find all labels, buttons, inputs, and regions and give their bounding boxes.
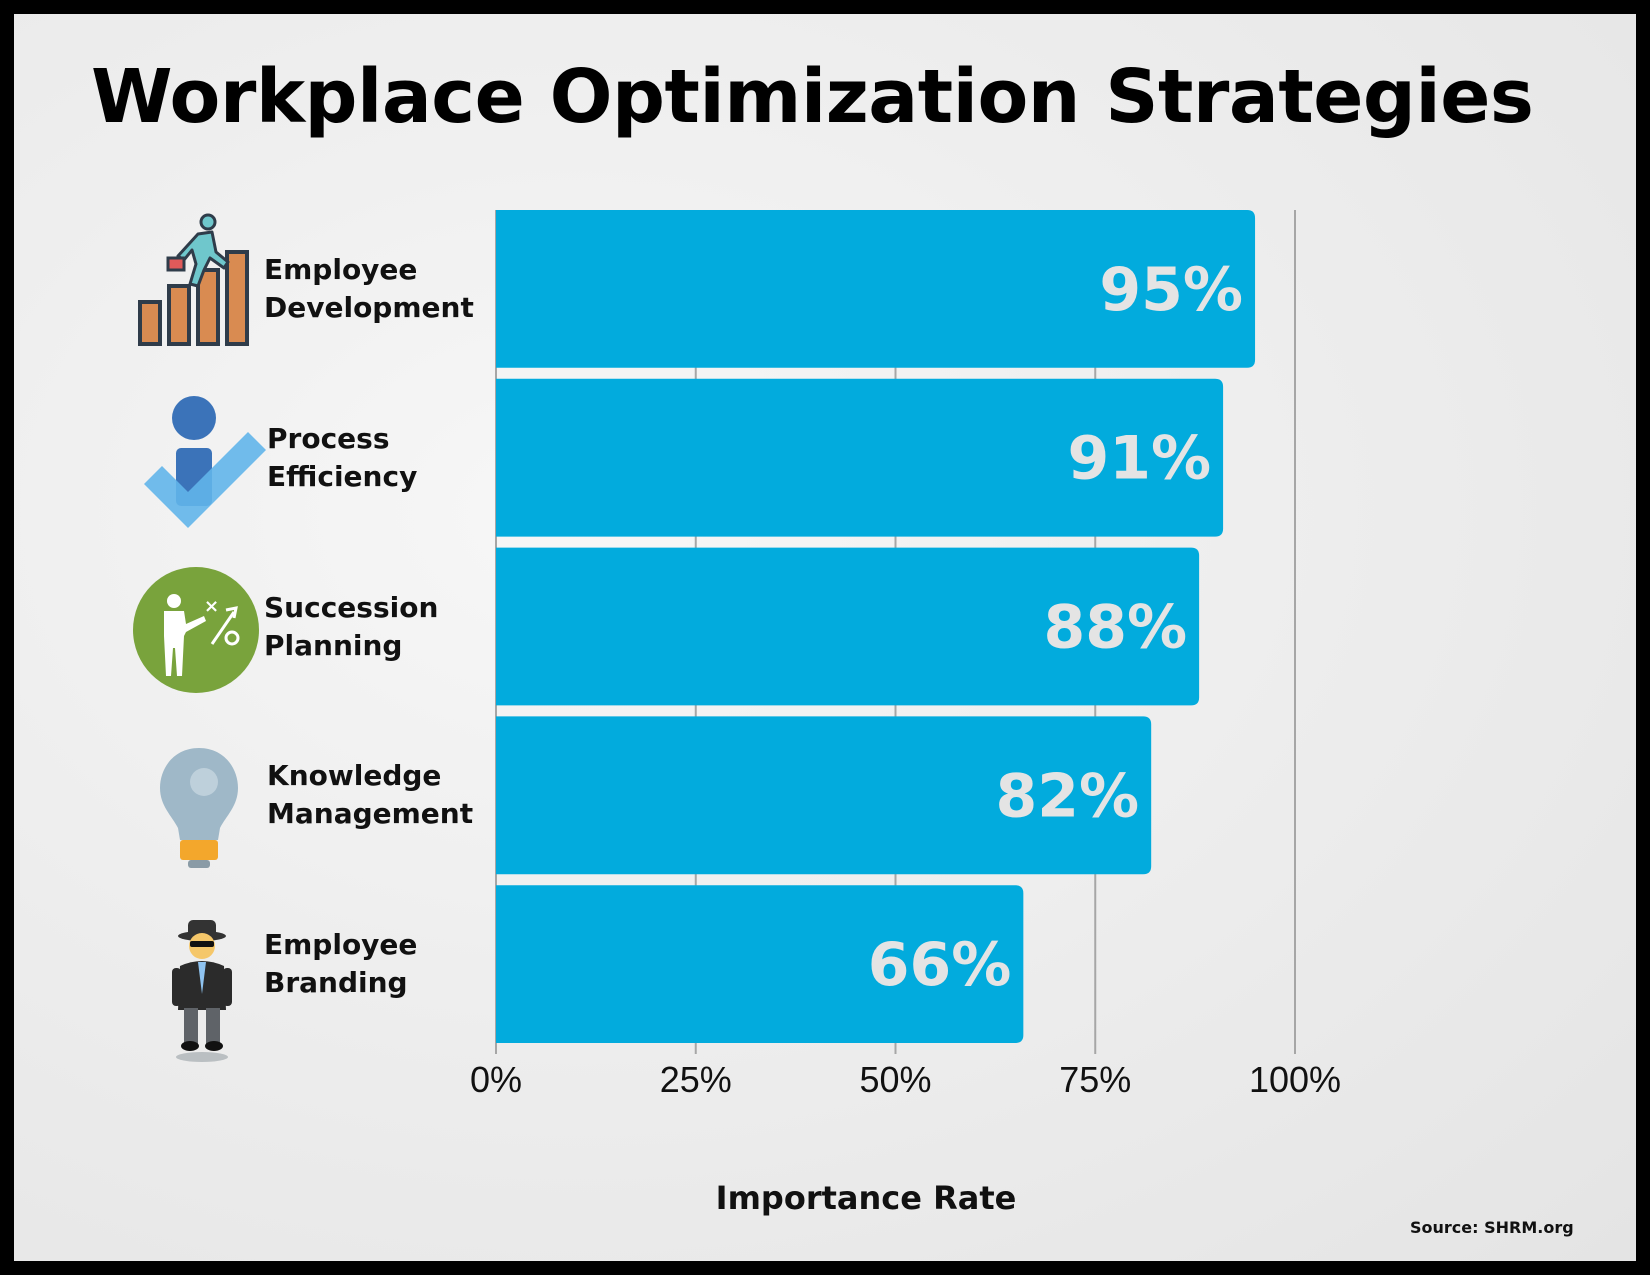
bar: [496, 378, 1224, 537]
person-checkmark-icon: [144, 396, 266, 528]
bar-value-label: 66%: [868, 930, 1012, 1000]
chart-title: Workplace Optimization Strategies: [91, 54, 1534, 140]
infographic-frame: Workplace Optimization Strategies 0% 25% 5…: [14, 14, 1636, 1261]
spy-icon: [172, 920, 232, 1062]
strategy-presenter-icon: ×: [133, 567, 259, 693]
x-tick-label: 100%: [1249, 1059, 1341, 1100]
svg-text:×: ×: [204, 596, 219, 617]
category-label-line: Process: [267, 421, 390, 455]
category-label-line: Efficiency: [267, 459, 418, 493]
category-label: Knowledge Management: [267, 757, 473, 833]
bar-value-label: 82%: [996, 761, 1140, 831]
category-label-line: Knowledge: [267, 759, 442, 793]
category-label-line: Succession: [264, 590, 439, 624]
bar-value-label: 95%: [1099, 255, 1243, 325]
bar: [496, 716, 1152, 875]
bar-value-label: 88%: [1043, 593, 1187, 663]
category-label-line: Employee: [264, 928, 418, 962]
bar: [496, 547, 1200, 706]
bar: [496, 210, 1256, 368]
stair-climber-icon: [138, 213, 249, 346]
x-tick-label: 75%: [1059, 1059, 1131, 1100]
bar-value-label: 91%: [1067, 424, 1211, 494]
category-label: Succession Planning: [264, 589, 438, 665]
x-tick-label: 25%: [660, 1059, 732, 1100]
source-note: Source: SHRM.org: [1410, 1218, 1574, 1237]
category-label-line: Branding: [264, 966, 408, 1000]
category-label-line: Employee: [264, 252, 418, 286]
x-tick-label: 50%: [859, 1059, 931, 1100]
x-tick-label: 0%: [470, 1059, 522, 1100]
bar-chart: 0% 25% 50% 75% 100% 95% 91% 88% 82% 66%: [470, 210, 1341, 1100]
category-label: Process Efficiency: [267, 420, 417, 496]
category-label-line: Planning: [264, 628, 403, 662]
x-axis-title: Importance Rate: [715, 1179, 1017, 1217]
category-label: Employee Development: [264, 251, 474, 327]
category-label: Employee Branding: [264, 926, 417, 1002]
category-label-line: Development: [264, 290, 474, 324]
lightbulb-icon: [160, 748, 238, 868]
bar: [496, 885, 1024, 1043]
category-label-line: Management: [267, 797, 474, 831]
